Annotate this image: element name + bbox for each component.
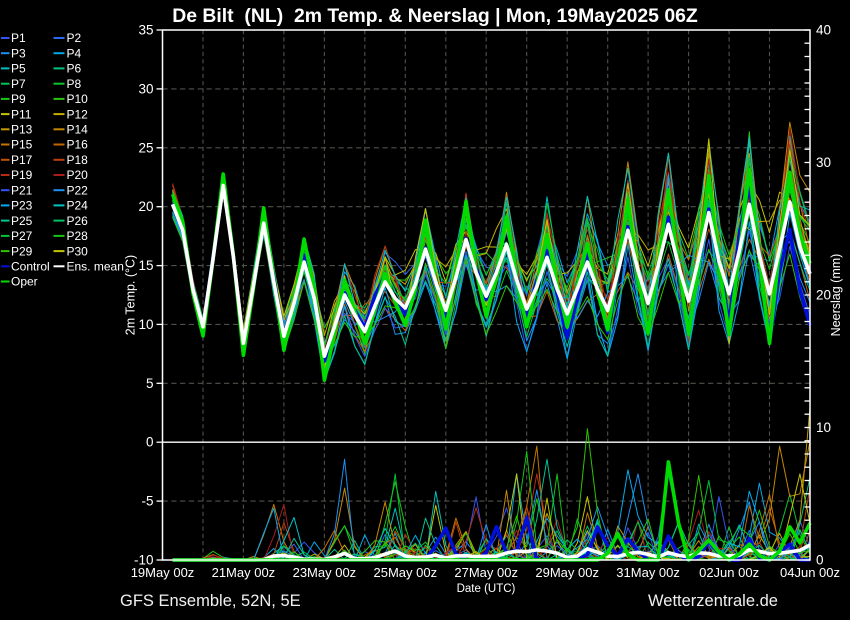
svg-text:23May 00z: 23May 00z [293, 565, 357, 580]
svg-text:-10: -10 [134, 553, 154, 568]
svg-text:25May 00z: 25May 00z [374, 565, 438, 580]
svg-text:P26: P26 [67, 214, 89, 228]
svg-text:19May 00z: 19May 00z [131, 565, 195, 580]
svg-text:P5: P5 [11, 62, 26, 76]
svg-text:-5: -5 [141, 494, 153, 509]
svg-text:20: 20 [816, 288, 831, 303]
svg-text:P16: P16 [67, 138, 89, 152]
svg-text:2m Temp. (°C): 2m Temp. (°C) [124, 255, 138, 335]
svg-text:10: 10 [138, 317, 153, 332]
svg-text:P27: P27 [11, 229, 33, 243]
svg-text:P6: P6 [67, 62, 82, 76]
svg-text:40: 40 [816, 23, 831, 38]
svg-text:P21: P21 [11, 183, 33, 197]
svg-text:De Bilt (NL) 2m Temp. & Neer: De Bilt (NL) 2m Temp. & Neerslag | Mon, … [172, 5, 698, 27]
svg-text:P14: P14 [67, 123, 89, 137]
svg-text:P30: P30 [67, 244, 89, 258]
svg-text:P28: P28 [67, 229, 89, 243]
svg-text:P22: P22 [67, 183, 89, 197]
svg-text:P13: P13 [11, 123, 33, 137]
svg-text:P12: P12 [67, 107, 89, 121]
svg-text:0: 0 [146, 435, 154, 450]
svg-text:P7: P7 [11, 77, 26, 91]
svg-text:Oper: Oper [11, 275, 38, 289]
svg-text:20: 20 [138, 199, 153, 214]
svg-text:29May 00z: 29May 00z [535, 565, 599, 580]
svg-text:30: 30 [138, 81, 153, 96]
svg-text:Neerslag (mm): Neerslag (mm) [829, 254, 843, 337]
svg-text:P10: P10 [67, 92, 89, 106]
svg-text:P18: P18 [67, 153, 89, 167]
svg-text:Ens. mean: Ens. mean [67, 260, 124, 274]
svg-text:P15: P15 [11, 138, 33, 152]
svg-text:5: 5 [146, 376, 154, 391]
svg-text:0: 0 [816, 553, 824, 568]
svg-text:P23: P23 [11, 199, 33, 213]
svg-text:P17: P17 [11, 153, 33, 167]
svg-text:Wetterzentrale.de: Wetterzentrale.de [648, 592, 778, 610]
svg-text:P4: P4 [67, 46, 82, 60]
svg-text:27May 00z: 27May 00z [454, 565, 518, 580]
svg-text:P25: P25 [11, 214, 33, 228]
svg-text:04Jun 00z: 04Jun 00z [780, 565, 840, 580]
svg-text:P9: P9 [11, 92, 26, 106]
svg-text:P11: P11 [11, 107, 32, 121]
svg-text:Control: Control [11, 260, 50, 274]
svg-text:30: 30 [816, 155, 831, 170]
svg-text:P1: P1 [11, 31, 26, 45]
svg-text:P8: P8 [67, 77, 82, 91]
svg-text:35: 35 [138, 23, 153, 38]
svg-text:21May 00z: 21May 00z [212, 565, 276, 580]
svg-text:P19: P19 [11, 168, 33, 182]
svg-text:31May 00z: 31May 00z [616, 565, 680, 580]
svg-text:02Jun 00z: 02Jun 00z [699, 565, 759, 580]
svg-text:P20: P20 [67, 168, 89, 182]
svg-text:25: 25 [138, 140, 153, 155]
svg-text:Date (UTC): Date (UTC) [457, 583, 516, 595]
svg-text:GFS Ensemble, 52N, 5E: GFS Ensemble, 52N, 5E [120, 592, 301, 610]
svg-text:P3: P3 [11, 46, 26, 60]
svg-text:P2: P2 [67, 31, 82, 45]
svg-text:P24: P24 [67, 199, 89, 213]
svg-text:15: 15 [138, 258, 153, 273]
svg-text:10: 10 [816, 420, 831, 435]
svg-text:P29: P29 [11, 244, 33, 258]
